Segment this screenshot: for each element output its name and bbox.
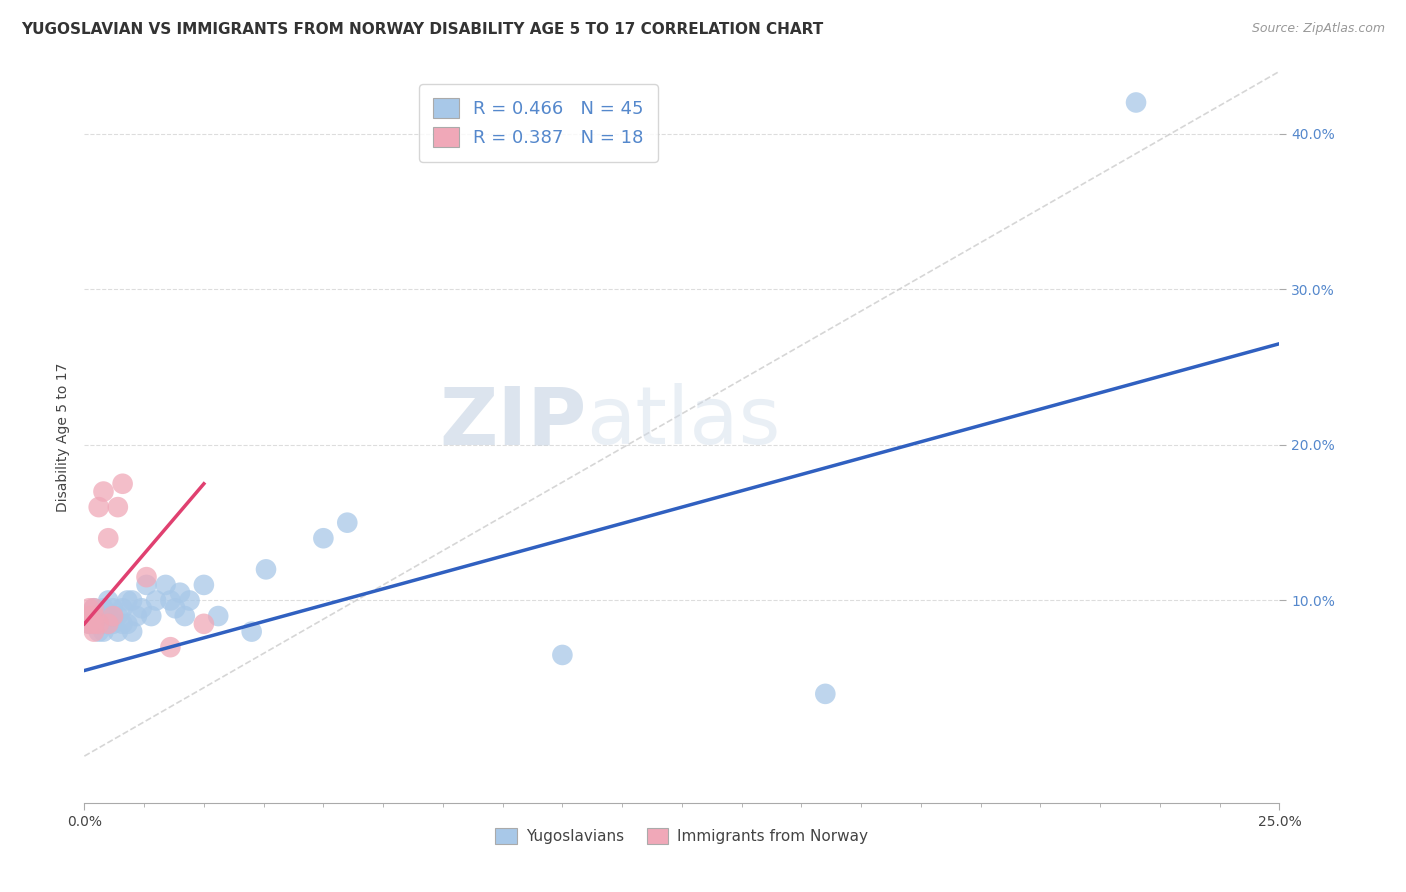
Point [169, 585, 191, 599]
Text: Source: ZipAtlas.com: Source: ZipAtlas.com [1251, 22, 1385, 36]
Point [135, 570, 157, 584]
Point [83, 616, 105, 631]
Point [107, 500, 129, 515]
Point [159, 593, 181, 607]
Point [107, 624, 129, 639]
Point [173, 609, 195, 624]
Point [93, 624, 115, 639]
Point [87, 609, 110, 624]
Point [77, 601, 100, 615]
Text: YUGOSLAVIAN VS IMMIGRANTS FROM NORWAY DISABILITY AGE 5 TO 17 CORRELATION CHART: YUGOSLAVIAN VS IMMIGRANTS FROM NORWAY DI… [21, 22, 824, 37]
Point [83, 624, 105, 639]
Point [83, 601, 105, 615]
Point [111, 476, 134, 491]
Point [117, 593, 139, 607]
Point [179, 593, 201, 607]
Point [159, 640, 181, 655]
Point [77, 616, 100, 631]
Point [107, 609, 129, 624]
Legend: Yugoslavians, Immigrants from Norway: Yugoslavians, Immigrants from Norway [489, 822, 875, 850]
Point [1125, 95, 1147, 110]
Point [145, 593, 167, 607]
Point [101, 601, 124, 615]
Point [135, 578, 157, 592]
Point [121, 593, 143, 607]
Point [77, 609, 100, 624]
Point [87, 500, 110, 515]
Point [155, 578, 177, 592]
Point [193, 616, 215, 631]
Point [83, 616, 105, 631]
Point [312, 531, 335, 545]
Point [121, 624, 143, 639]
Point [111, 601, 134, 615]
Point [101, 616, 124, 631]
Point [141, 609, 163, 624]
Point [87, 624, 110, 639]
Point [87, 616, 110, 631]
Point [97, 616, 120, 631]
Point [125, 609, 148, 624]
Point [240, 624, 263, 639]
Point [165, 601, 187, 615]
Point [83, 601, 105, 615]
Point [87, 616, 110, 631]
Point [77, 616, 100, 631]
Point [97, 531, 120, 545]
Point [336, 516, 359, 530]
Y-axis label: Disability Age 5 to 17: Disability Age 5 to 17 [56, 362, 70, 512]
Point [254, 562, 277, 576]
Text: atlas: atlas [586, 384, 780, 461]
Point [117, 616, 139, 631]
Point [93, 484, 115, 499]
Point [551, 648, 574, 662]
Point [93, 616, 115, 631]
Point [101, 609, 124, 624]
Point [814, 687, 837, 701]
Point [93, 601, 115, 615]
Point [83, 609, 105, 624]
Point [97, 609, 120, 624]
Point [93, 609, 115, 624]
Point [207, 609, 229, 624]
Point [77, 609, 100, 624]
Point [111, 616, 134, 631]
Point [97, 593, 120, 607]
Point [83, 609, 105, 624]
Point [131, 601, 153, 615]
Point [193, 578, 215, 592]
Point [97, 616, 120, 631]
Text: ZIP: ZIP [439, 384, 586, 461]
